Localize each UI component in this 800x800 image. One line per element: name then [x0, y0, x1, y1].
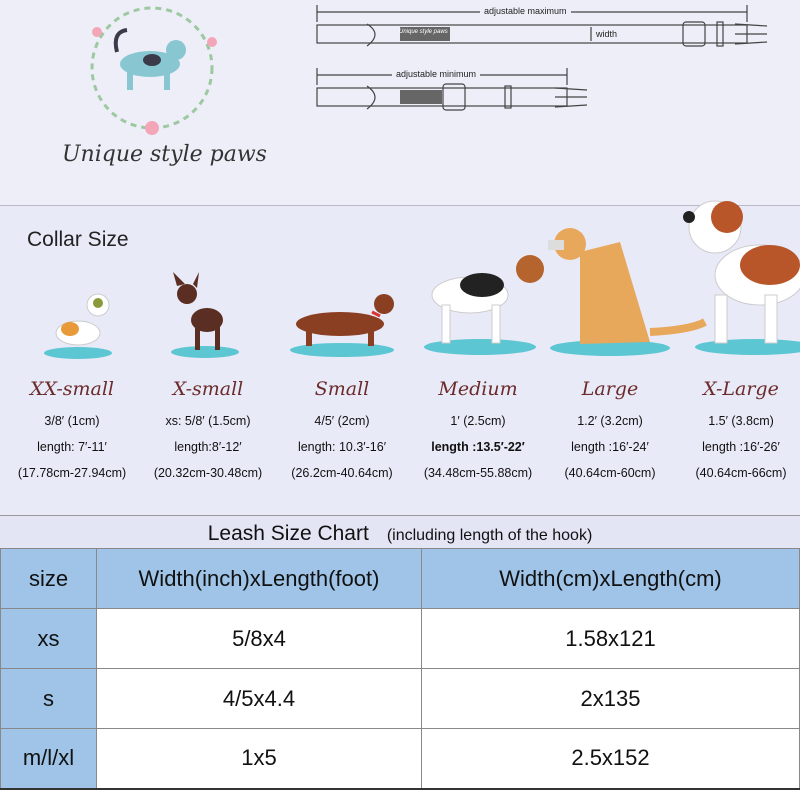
- adjustable-maximum-label: adjustable maximum: [480, 6, 571, 16]
- size-name: Medium: [438, 378, 518, 400]
- collar-size-large: Large 1.2′ (3.2cm) length :16′-24′ (40.6…: [540, 378, 680, 486]
- size-length-cm: (40.64cm-66cm): [695, 466, 787, 480]
- size-length: length :16′-26′: [702, 440, 780, 454]
- size-length: length :13.5′-22′: [431, 440, 525, 454]
- collar-size-section: [0, 206, 800, 516]
- table-row: xs 5/8x4 1.58x121: [0, 608, 800, 669]
- cell-inch: 4/5x4.4: [96, 668, 422, 729]
- size-width: 1.2′ (3.2cm): [577, 414, 643, 428]
- size-width: 1.5′ (3.8cm): [708, 414, 774, 428]
- chihuahua-illustration: [171, 272, 239, 358]
- brand-wreath-logo-icon: [90, 6, 217, 135]
- table-header-row: size Width(inch)xLength(foot) Width(cm)x…: [0, 548, 800, 609]
- cell-size: s: [0, 668, 97, 729]
- header-cm: Width(cm)xLength(cm): [421, 548, 800, 609]
- size-name: X-Large: [703, 378, 779, 400]
- cell-inch: 5/8x4: [96, 608, 422, 669]
- brand-name: Unique style paws: [62, 142, 267, 167]
- size-length-cm: (17.78cm-27.94cm): [17, 466, 127, 480]
- size-name: Large: [581, 378, 639, 400]
- beagle-illustration: [424, 255, 544, 355]
- leash-size-chart: Leash Size Chart (including length of the…: [0, 515, 800, 790]
- collar-size-title: Collar Size: [27, 228, 129, 251]
- header-size: size: [0, 548, 97, 609]
- size-name: X-small: [172, 378, 244, 400]
- size-width: xs: 5/8′ (1.5cm): [165, 414, 251, 428]
- size-length-cm: (20.32cm-30.48cm): [153, 466, 263, 480]
- size-name: XX-small: [29, 378, 115, 400]
- size-length: length:8′-12′: [174, 440, 242, 454]
- cell-size: m/l/xl: [0, 728, 97, 790]
- cell-cm: 2x135: [421, 668, 800, 729]
- leash-chart-subtitle: (including length of the hook): [386, 527, 593, 544]
- belt-brand-text: Unique style paws: [399, 29, 448, 35]
- adjustable-minimum-label: adjustable minimum: [392, 69, 481, 79]
- collar-size-small: Small 4/5′ (2cm) length: 10.3′-16′ (26.2…: [272, 378, 412, 486]
- size-width: 4/5′ (2cm): [314, 414, 370, 428]
- divider: [0, 205, 800, 206]
- cell-cm: 1.58x121: [421, 608, 800, 669]
- size-length-cm: (40.64cm-60cm): [564, 466, 656, 480]
- width-label: width: [592, 29, 622, 39]
- collar-size-xx-small: XX-small 3/8′ (1cm) length: 7′-11′ (17.7…: [2, 378, 142, 486]
- size-length: length :16′-24′: [571, 440, 649, 454]
- size-width: 3/8′ (1cm): [44, 414, 100, 428]
- leash-chart-title-bar: Leash Size Chart (including length of the…: [0, 515, 800, 548]
- size-width: 1′ (2.5cm): [450, 414, 506, 428]
- cell-size: xs: [0, 608, 97, 669]
- size-name: Small: [314, 378, 370, 400]
- dachshund-illustration: [290, 294, 394, 357]
- collar-size-x-large: X-Large 1.5′ (3.8cm) length :16′-26′ (40…: [680, 378, 800, 486]
- size-length: length: 10.3′-16′: [297, 440, 387, 454]
- retriever-illustration: [548, 228, 707, 356]
- size-length-cm: (26.2cm-40.64cm): [291, 466, 393, 480]
- collar-diagram: [316, 5, 768, 111]
- size-length-cm: (34.48cm-55.88cm): [423, 466, 533, 480]
- collar-size-medium: Medium 1′ (2.5cm) length :13.5′-22′ (34.…: [408, 378, 548, 486]
- cell-inch: 1x5: [96, 728, 422, 790]
- table-row: s 4/5x4.4 2x135: [0, 668, 800, 729]
- saint-bernard-illustration: [683, 200, 800, 355]
- leash-size-table: size Width(inch)xLength(foot) Width(cm)x…: [0, 548, 800, 790]
- cat-illustration: [44, 293, 112, 359]
- collar-size-x-small: X-small xs: 5/8′ (1.5cm) length:8′-12′ (…: [138, 378, 278, 486]
- table-row: m/l/xl 1x5 2.5x152: [0, 728, 800, 790]
- cell-cm: 2.5x152: [421, 728, 800, 790]
- header-inch: Width(inch)xLength(foot): [96, 548, 422, 609]
- size-length: length: 7′-11′: [37, 440, 107, 454]
- leash-chart-title: Leash Size Chart: [207, 522, 369, 545]
